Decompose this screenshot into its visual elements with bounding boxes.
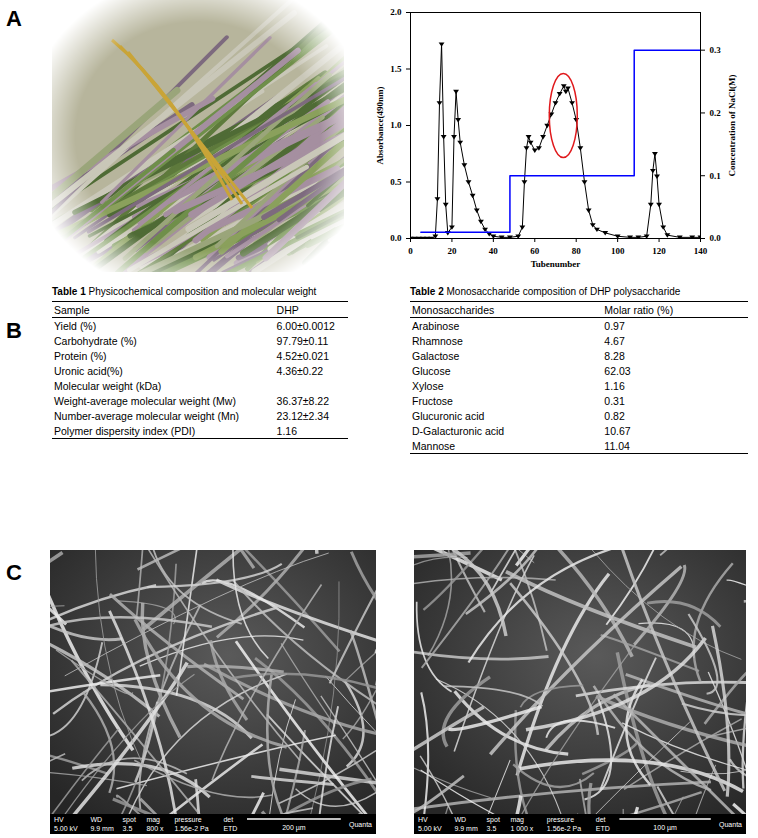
html-text:4.36±0.22: 4.36±0.22	[276, 364, 324, 377]
svg-text:HV: HV	[418, 816, 428, 823]
html-text:0.31: 0.31	[604, 394, 625, 407]
html-text:B: B	[6, 318, 22, 343]
svg-text:120: 120	[652, 246, 666, 256]
svg-text:spot: spot	[123, 816, 136, 824]
svg-text:5.00 kV: 5.00 kV	[418, 825, 442, 832]
svg-text:ETD: ETD	[596, 825, 610, 832]
svg-text:3.5: 3.5	[123, 825, 133, 832]
html-text:Protein (%): Protein (%)	[54, 349, 107, 362]
html-text:Table 2 Monosaccharide composi: Table 2 Monosaccharide composition of DH…	[410, 286, 681, 297]
html-text:Carbohydrate (%): Carbohydrate (%)	[54, 334, 137, 347]
html-text:0.82: 0.82	[604, 409, 625, 422]
svg-text:60: 60	[530, 246, 540, 256]
html-text:23.12±2.34: 23.12±2.34	[276, 409, 330, 422]
svg-text:200 µm: 200 µm	[282, 824, 306, 832]
svg-text:0.0: 0.0	[390, 233, 402, 243]
html-text:4.52±0.021: 4.52±0.021	[276, 349, 330, 362]
html-text:Rhamnose: Rhamnose	[412, 334, 463, 347]
html-text:97.79±0.11: 97.79±0.11	[276, 334, 329, 347]
html-text:Uronic acid(%): Uronic acid(%)	[54, 364, 123, 377]
html-text:Weight-average molecular weigh: Weight-average molecular weight (Mw)	[54, 394, 236, 407]
svg-text:100: 100	[611, 246, 625, 256]
svg-text:2.0: 2.0	[390, 7, 402, 17]
svg-text:HV: HV	[54, 816, 64, 823]
svg-text:1.0: 1.0	[390, 120, 402, 130]
html-text:Xylose: Xylose	[412, 379, 444, 392]
html-text:Monosaccharides: Monosaccharides	[412, 303, 495, 316]
svg-text:WD: WD	[90, 816, 102, 823]
svg-text:0.5: 0.5	[390, 177, 402, 187]
html-text:11.04: 11.04	[604, 439, 630, 452]
svg-text:WD: WD	[454, 816, 466, 823]
html-text:8.28: 8.28	[604, 349, 625, 362]
svg-text:ETD: ETD	[223, 825, 237, 832]
svg-text:9.9 mm: 9.9 mm	[454, 825, 478, 832]
html-text:Mannose: Mannose	[412, 439, 456, 452]
svg-text:0: 0	[408, 246, 413, 256]
svg-text:800 x: 800 x	[146, 825, 164, 832]
html-text:6.00±0.0012: 6.00±0.0012	[276, 319, 335, 332]
svg-text:0.2: 0.2	[710, 108, 722, 118]
svg-text:1.56e-2 Pa: 1.56e-2 Pa	[174, 825, 208, 832]
html-text:Fructose: Fructose	[412, 394, 453, 407]
html-text:Arabinose: Arabinose	[412, 319, 460, 332]
html-text:Yield (%): Yield (%)	[54, 319, 97, 332]
html-text:Glucose: Glucose	[412, 364, 451, 377]
svg-text:1.5: 1.5	[390, 64, 402, 74]
html-text:36.37±8.22: 36.37±8.22	[276, 394, 330, 407]
html-text:DHP: DHP	[276, 303, 299, 316]
svg-text:mag: mag	[510, 816, 524, 824]
svg-text:det: det	[596, 816, 606, 823]
svg-text:0.0: 0.0	[710, 233, 722, 243]
html-text:Molecular weight (kDa): Molecular weight (kDa)	[54, 379, 162, 392]
html-text:Sample: Sample	[54, 303, 90, 316]
svg-text:1 000 x: 1 000 x	[510, 825, 533, 832]
svg-text:0.3: 0.3	[710, 45, 722, 55]
svg-text:5.00 kV: 5.00 kV	[54, 825, 78, 832]
svg-text:20: 20	[447, 246, 457, 256]
svg-text:Quanta: Quanta	[719, 821, 742, 829]
html-text:Table 1 Physicochemical compos: Table 1 Physicochemical composition and …	[52, 286, 317, 297]
html-text:62.03: 62.03	[604, 364, 631, 377]
svg-text:spot: spot	[487, 816, 500, 824]
html-text:C: C	[6, 560, 22, 585]
svg-text:Quanta: Quanta	[349, 821, 372, 829]
svg-text:9.9 mm: 9.9 mm	[90, 825, 114, 832]
html-text:D-Galacturonic acid: D-Galacturonic acid	[412, 424, 505, 437]
html-text:A: A	[6, 6, 22, 31]
svg-text:Absorbance(490nm): Absorbance(490nm)	[375, 86, 385, 164]
svg-text:80: 80	[572, 246, 582, 256]
html-text:Polymer dispersity index (PDI): Polymer dispersity index (PDI)	[54, 424, 196, 437]
html-text:4.67: 4.67	[604, 334, 625, 347]
html-text:10.67: 10.67	[604, 424, 631, 437]
svg-text:3.5: 3.5	[487, 825, 497, 832]
svg-text:140: 140	[694, 246, 708, 256]
svg-text:pressure: pressure	[174, 816, 201, 824]
html-text:Galactose: Galactose	[412, 349, 460, 362]
svg-text:100 µm: 100 µm	[653, 824, 677, 832]
svg-text:pressure: pressure	[547, 816, 574, 824]
html-text:0.97: 0.97	[604, 319, 625, 332]
html-text:1.16: 1.16	[604, 379, 625, 392]
html-text:Molar ratio (%): Molar ratio (%)	[604, 303, 674, 316]
svg-text:Concentration of NaCl(M): Concentration of NaCl(M)	[727, 75, 737, 177]
svg-text:1.56e-2 Pa: 1.56e-2 Pa	[547, 825, 581, 832]
html-text:1.16: 1.16	[276, 424, 297, 437]
svg-text:det: det	[223, 816, 233, 823]
html-text:Number-average molecular weigh: Number-average molecular weight (Mn)	[54, 409, 239, 422]
svg-text:0.1: 0.1	[710, 171, 722, 181]
svg-text:Tubenumber: Tubenumber	[531, 259, 581, 269]
svg-text:mag: mag	[146, 816, 160, 824]
html-text:Glucuronic acid: Glucuronic acid	[412, 409, 485, 422]
svg-text:40: 40	[489, 246, 499, 256]
